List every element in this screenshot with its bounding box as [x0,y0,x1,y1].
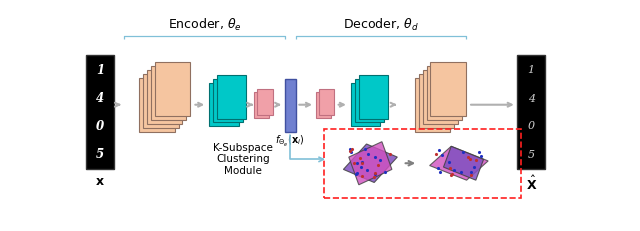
Bar [351,83,380,126]
Bar [147,70,182,124]
Text: 1: 1 [528,65,535,75]
Text: 0: 0 [528,121,535,131]
Bar [419,74,454,128]
Polygon shape [349,142,392,185]
Text: $\mathbf{x}$: $\mathbf{x}$ [95,175,105,188]
Text: $f_{\Theta_e}(\mathbf{x}_i)$: $f_{\Theta_e}(\mathbf{x}_i)$ [275,134,305,149]
Bar [140,78,175,132]
Bar [285,79,296,132]
Bar [359,76,388,119]
Text: 4: 4 [96,92,104,105]
Text: Encoder, $\theta_e$: Encoder, $\theta_e$ [168,17,241,33]
Text: $\hat{\mathbf{X}}$: $\hat{\mathbf{X}}$ [525,175,537,193]
Bar [517,55,545,169]
Text: 5: 5 [96,148,104,161]
Bar [316,92,331,118]
Bar [319,88,334,115]
Bar [355,79,384,122]
Bar [254,92,269,118]
Polygon shape [429,146,488,180]
Text: 5: 5 [528,150,535,160]
Text: 0: 0 [96,120,104,133]
Bar [422,70,458,124]
Polygon shape [444,146,484,180]
Text: K-Subspace
Clustering
Module: K-Subspace Clustering Module [213,143,273,176]
Bar [209,83,239,126]
Bar [324,129,520,198]
Bar [155,62,190,116]
Bar [431,62,466,116]
Bar [217,76,246,119]
Bar [427,66,462,120]
Bar [213,79,243,122]
Text: 1: 1 [96,64,104,77]
Text: Decoder, $\theta_d$: Decoder, $\theta_d$ [343,17,419,33]
Bar [257,88,273,115]
Polygon shape [344,144,397,182]
Bar [415,78,451,132]
Bar [86,55,114,169]
Text: 4: 4 [528,94,535,104]
Bar [143,74,179,128]
Bar [151,66,186,120]
